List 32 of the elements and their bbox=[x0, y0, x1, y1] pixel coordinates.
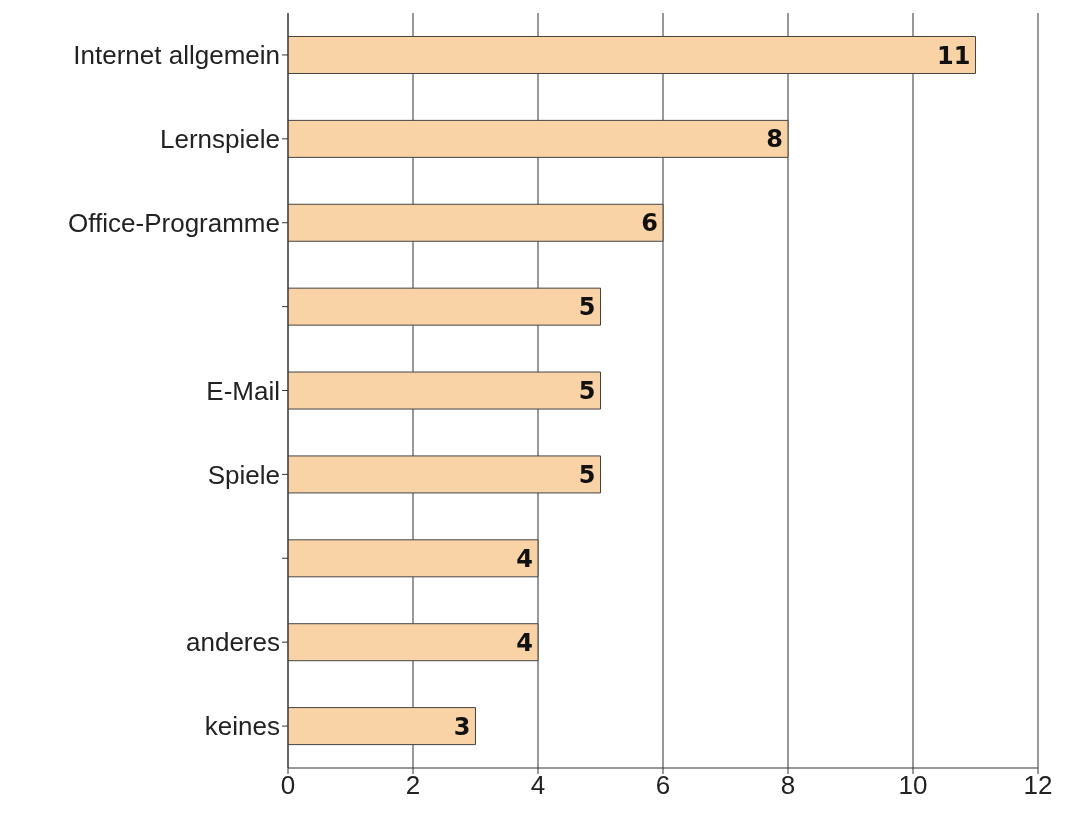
x-tick-label: 8 bbox=[780, 770, 796, 801]
x-tick-label: 6 bbox=[655, 770, 671, 801]
y-tick-label: Office-Programme bbox=[68, 207, 280, 238]
bar bbox=[288, 371, 601, 410]
y-tick-label: Lernspiele bbox=[160, 124, 280, 155]
bar bbox=[288, 203, 664, 242]
y-tick-label: keines bbox=[204, 711, 280, 742]
x-tick-label: 4 bbox=[530, 770, 546, 801]
y-tick-label: E-Mail bbox=[206, 375, 280, 406]
bar bbox=[288, 455, 601, 494]
y-tick-label: Spiele bbox=[207, 459, 280, 490]
data-label: 4 bbox=[516, 628, 533, 657]
bar bbox=[288, 119, 789, 158]
data-label: 3 bbox=[453, 712, 471, 741]
data-label: 8 bbox=[766, 125, 783, 154]
y-tick-label: anderes bbox=[186, 627, 280, 658]
x-tick-label: 12 bbox=[1023, 770, 1053, 801]
bar bbox=[288, 35, 976, 74]
bar bbox=[288, 287, 601, 326]
data-label: 5 bbox=[578, 460, 596, 489]
data-label: 6 bbox=[641, 209, 658, 238]
x-tick-label: 10 bbox=[898, 770, 928, 801]
x-tick-label: 0 bbox=[280, 770, 296, 801]
bar bbox=[288, 623, 539, 662]
data-label: 5 bbox=[578, 293, 596, 322]
x-tick-label: 2 bbox=[405, 770, 421, 801]
bar bbox=[288, 539, 539, 578]
data-label: 4 bbox=[516, 544, 533, 573]
y-tick-label: Internet allgemein bbox=[73, 40, 280, 71]
data-label: 5 bbox=[578, 377, 596, 406]
bar bbox=[288, 707, 476, 746]
data-label: 11 bbox=[937, 41, 971, 70]
